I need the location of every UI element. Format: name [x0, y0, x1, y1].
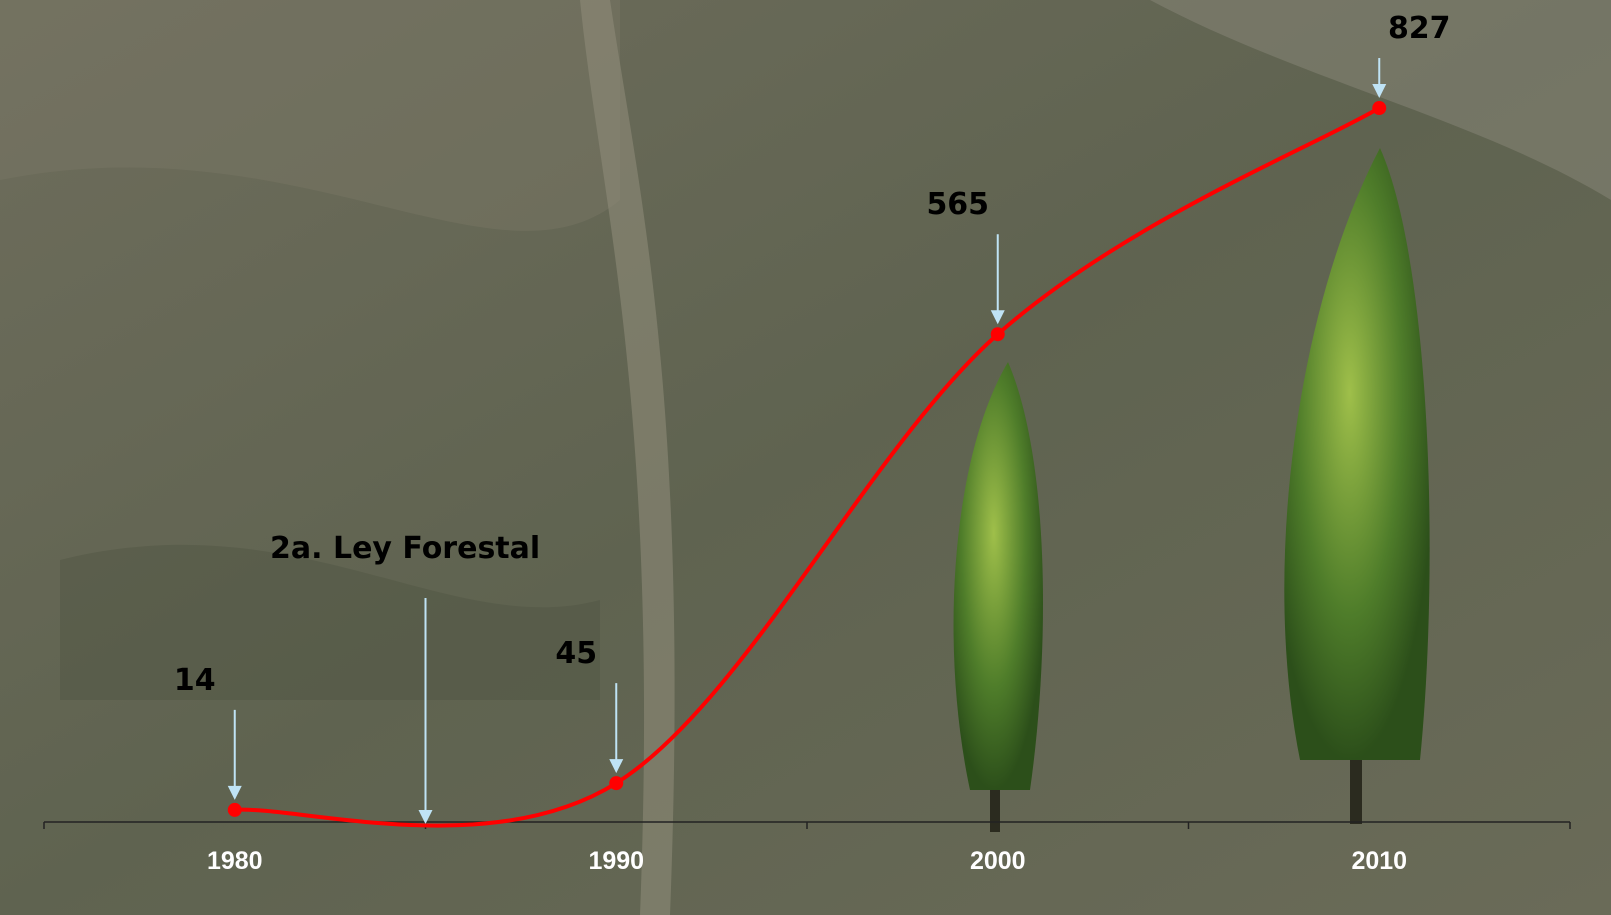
point	[609, 776, 623, 790]
x-tick-label: 1980	[207, 847, 263, 875]
x-tick-label: 2010	[1351, 847, 1407, 875]
data-label: 14	[174, 663, 216, 698]
x-tick-label: 2000	[970, 847, 1026, 875]
page: 1980 1990 2000 2010 2a. Ley Forestal 14 45 565 8…	[0, 0, 1611, 915]
point	[991, 327, 1005, 341]
data-label: 827	[1388, 11, 1451, 46]
chart: 1980 1990 2000 2010 2a. Ley Forestal 14 45 565 8…	[0, 0, 1611, 915]
x-tick-label: 1990	[588, 847, 644, 875]
data-label: 565	[926, 187, 989, 222]
annotation: 2a. Ley Forestal	[270, 531, 540, 566]
point	[1372, 101, 1386, 115]
point	[228, 803, 242, 817]
data-label: 45	[555, 636, 597, 671]
